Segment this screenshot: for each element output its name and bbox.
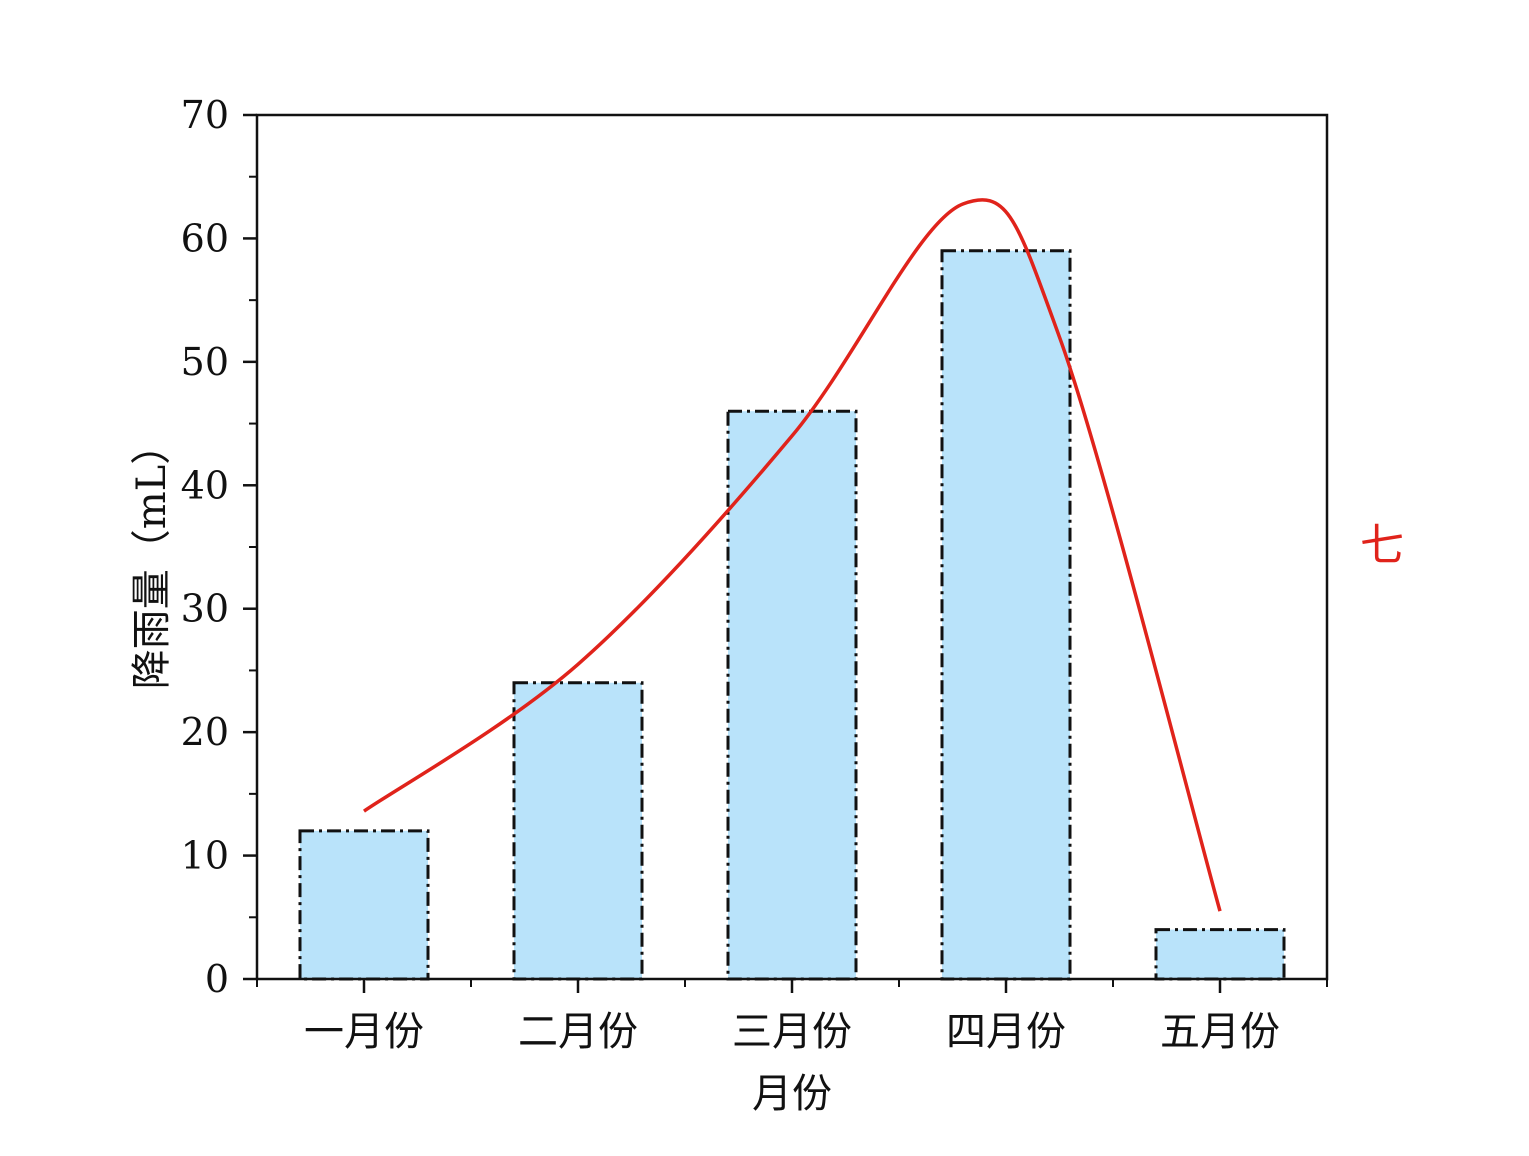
curve-layer xyxy=(363,198,1222,912)
trend-curve xyxy=(363,198,1222,912)
y-tick-label: 60 xyxy=(181,216,229,260)
bar-3 xyxy=(726,409,858,981)
y-tick-label: 10 xyxy=(181,834,229,878)
x-tick-label: 二月份 xyxy=(518,1009,638,1055)
bar-5 xyxy=(1154,928,1286,981)
x-tick-label: 五月份 xyxy=(1160,1009,1280,1055)
bar-1 xyxy=(298,829,430,981)
y-tick-label: 70 xyxy=(181,93,229,137)
y-tick-label: 20 xyxy=(181,710,229,754)
bar-4 xyxy=(940,249,1072,981)
y-axis-title: 降雨量（mL） xyxy=(129,425,175,690)
x-tick-label: 三月份 xyxy=(732,1009,852,1055)
x-tick-label: 一月份 xyxy=(304,1009,424,1055)
y-axis: 0 10 20 30 40 50 60 70 xyxy=(181,93,257,1001)
side-label: 七 xyxy=(1360,520,1404,571)
x-axis-title: 月份 xyxy=(752,1071,832,1117)
x-axis: 一月份 二月份 三月份 四月份 五月份 xyxy=(256,979,1328,1055)
y-tick-label: 40 xyxy=(181,463,229,507)
bar-2 xyxy=(512,681,644,981)
bars-layer xyxy=(298,249,1286,981)
x-tick-label: 四月份 xyxy=(946,1009,1066,1055)
y-tick-label: 0 xyxy=(205,957,229,1001)
y-tick-label: 50 xyxy=(181,340,229,384)
y-tick-label: 30 xyxy=(181,587,229,631)
